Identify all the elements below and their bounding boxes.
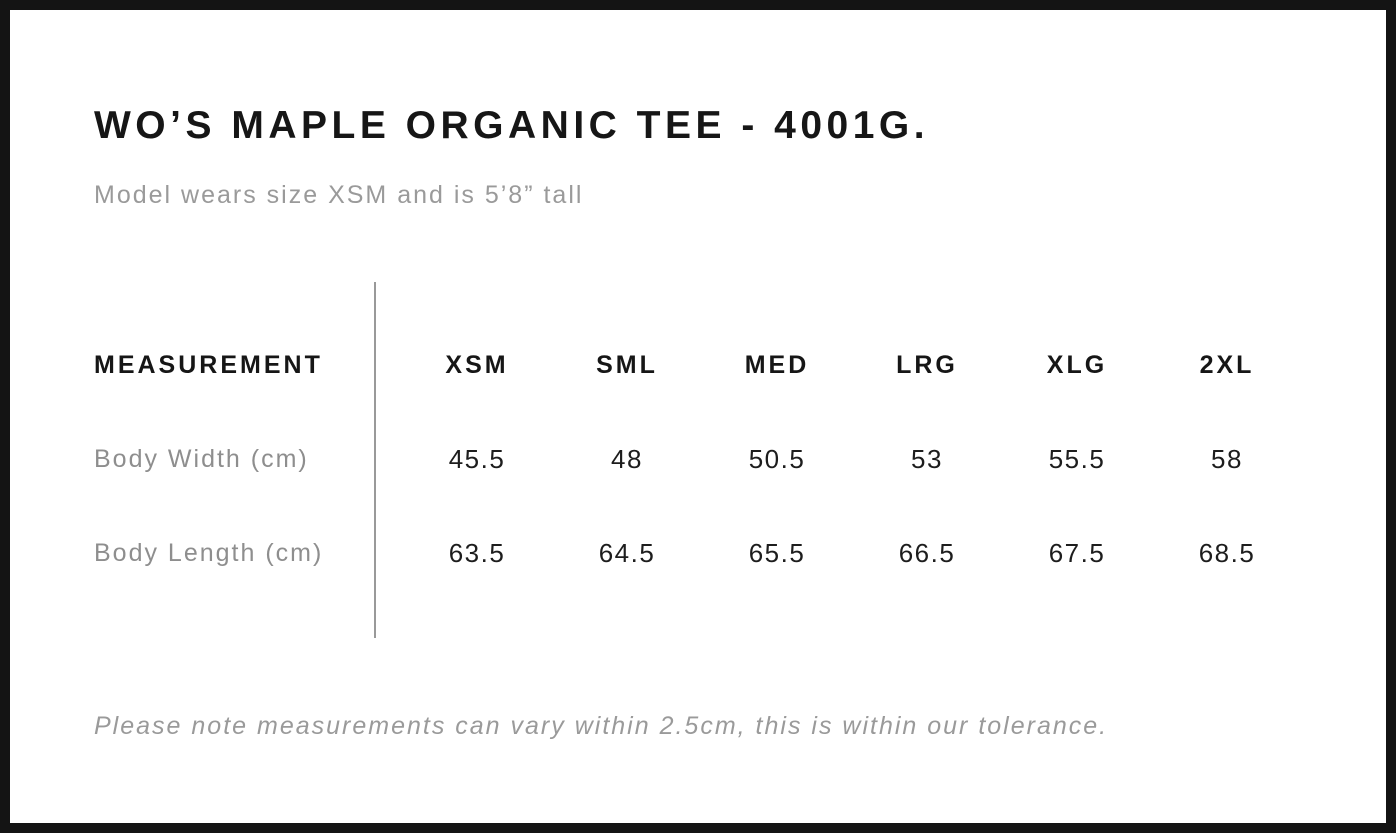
size-header-xsm: XSM [445,351,509,380]
tolerance-note: Please note measurements can vary within… [94,711,1109,740]
body-width-xlg: 55.5 [1048,444,1106,475]
product-title: WO’S MAPLE ORGANIC TEE - 4001G. [94,104,930,147]
body-length-cells: 63.5 64.5 65.5 66.5 67.5 68.5 [374,538,1302,569]
size-header-lrg: LRG [896,351,958,380]
size-header-2xl: 2XL [1199,351,1255,380]
body-length-lrg: 66.5 [898,538,956,569]
body-width-sml: 48 [611,444,643,475]
body-length-xlg: 67.5 [1048,538,1106,569]
body-length-2xl: 68.5 [1198,538,1256,569]
body-length-xsm: 63.5 [448,538,506,569]
size-header-med: MED [744,351,810,380]
model-size-info: Model wears size XSM and is 5’8” tall [94,180,584,209]
size-guide-sheet: WO’S MAPLE ORGANIC TEE - 4001G. Model we… [94,104,1310,740]
measurement-column-header: MEASUREMENT [94,351,323,380]
vertical-divider [374,281,376,638]
table-header-row: MEASUREMENT XSM SML MED LRG XLG 2XL [94,319,1310,413]
body-length-med: 65.5 [748,538,806,569]
table-row-body-length: Body Length (cm) 63.5 64.5 65.5 66.5 67.… [94,507,1310,601]
body-width-med: 50.5 [748,444,806,475]
row-label-body-width: Body Width (cm) [94,445,309,474]
body-width-2xl: 58 [1211,444,1243,475]
size-header-cells: XSM SML MED LRG XLG 2XL [374,351,1302,380]
body-length-sml: 64.5 [598,538,656,569]
body-width-lrg: 53 [911,444,943,475]
size-chart-table: MEASUREMENT XSM SML MED LRG XLG 2XL Body… [94,281,1310,638]
body-width-xsm: 45.5 [448,444,506,475]
table-row-body-width: Body Width (cm) 45.5 48 50.5 53 55.5 58 [94,413,1310,507]
body-width-cells: 45.5 48 50.5 53 55.5 58 [374,444,1302,475]
row-label-body-length: Body Length (cm) [94,539,324,568]
size-header-xlg: XLG [1046,351,1108,380]
size-header-sml: SML [596,351,658,380]
